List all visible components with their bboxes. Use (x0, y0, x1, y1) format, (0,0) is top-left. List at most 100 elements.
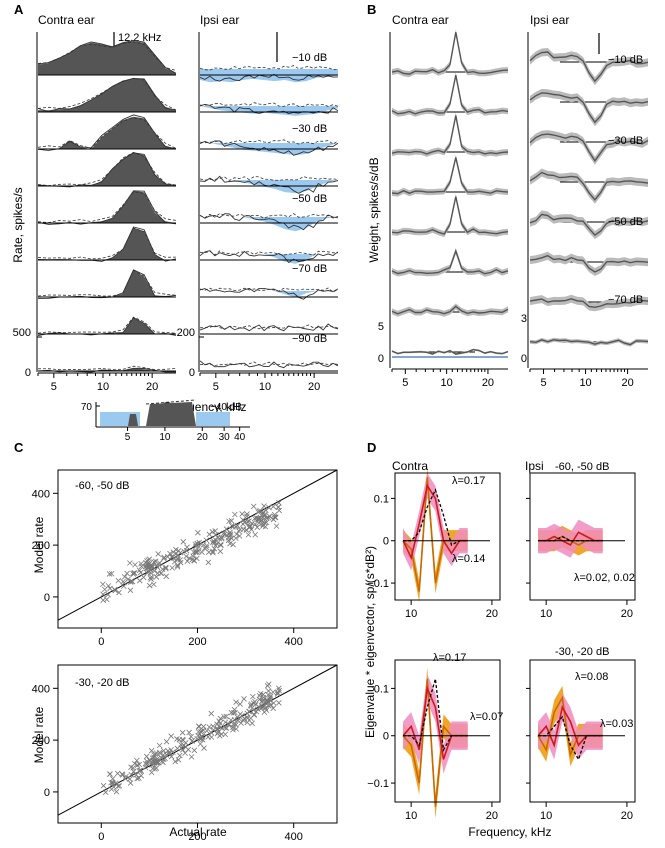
panel-d: 0.10−0.110 20 10 200.10−0.110 20 10 20 Contra … (363, 459, 636, 839)
panel-b-contra-row-3-line (391, 115, 509, 155)
panel-b-ipsi-row-2-line (529, 92, 649, 124)
panel-b-ipsi-rows (527, 32, 649, 368)
panel-a-contra-row-4-dashed-trace (37, 152, 177, 187)
panel-a-ipsi-title: Ipsi ear (200, 13, 239, 27)
panel-c-plot-1-point (124, 570, 130, 577)
panel-c-plot-2-point (153, 765, 160, 771)
panel-c-plot-2-point (174, 736, 180, 742)
panel-b-contra-row-6-line (391, 248, 509, 275)
panel-a-level-50: −50 dB (292, 193, 327, 205)
panel-c-plot-1-point (213, 537, 219, 544)
panel-c-plot-1-point (163, 573, 170, 580)
panel-a-contra-row-9-dashed-trace (37, 365, 177, 371)
panel-c-plot-1-point (156, 560, 163, 566)
panel-c-plot-2-point (179, 744, 186, 750)
panel-c-plot-1-point (192, 541, 199, 548)
panel-b-ipsi-row-2-band (530, 88, 648, 127)
panel-b-level-10: −10 dB (608, 54, 643, 66)
panel-a-ipsi-row-9-trace (199, 360, 339, 369)
panel-a-ipsi-row-7-trace (199, 287, 339, 300)
panel-c-plot-2-point (156, 742, 163, 749)
panel-c-plot-2-point (214, 727, 221, 733)
panel-c-plots: 0 0 200 200 400 400 0 0 200 200 400 400 (32, 469, 338, 843)
panel-c-plot-1-point (103, 596, 110, 603)
panel-c-plot-2-point (241, 696, 247, 702)
panel-c-plot-1-point (148, 567, 154, 573)
panel-a-ipsi-x-tick-label-10: 10 (259, 381, 271, 393)
panel-letter-c: C (14, 440, 24, 455)
panel-b-contra-row-8-line (391, 348, 509, 355)
panel-c-plot-2-point (249, 720, 255, 727)
panel-b-ipsi-x-tick-label-20: 20 (621, 377, 633, 389)
panel-c-plot-2-point (191, 747, 198, 754)
panel-c-plot-2-point (116, 783, 123, 789)
panel-c-plot-2-point (208, 710, 215, 717)
panel-c-plot-1-point (116, 589, 122, 596)
panel-a-contra-row-6-dashed-trace (37, 227, 177, 260)
panel-c-plot-2-point (168, 747, 174, 753)
panel-c-plot-1-point (107, 585, 113, 592)
panel-a-ipsi-scale-200: 200 (177, 327, 195, 339)
inset-y-tick: 70 (81, 402, 93, 413)
panel-b-ipsi-row-5-band (530, 210, 648, 240)
panel-c-plot-1-point (211, 545, 218, 552)
panel-c-plot-1-point (206, 531, 213, 538)
panel-a-ipsi-row-4-dashed-trace (199, 176, 339, 181)
panel-a-contra-row-5-area (38, 190, 176, 223)
panel-a-ipsi-row-8-trace (199, 323, 339, 332)
inset-dashed (145, 399, 197, 405)
panel-c-plot-2-point (200, 727, 207, 734)
panel-c-plot-2-point (218, 731, 225, 737)
panel-c-plot-1-point (105, 591, 111, 598)
panel-a-contra-row-1-trace (37, 39, 177, 74)
panel-c-plot-2-point (274, 691, 281, 697)
panel-c-plot-2-point (179, 729, 186, 736)
panel-a-contra-row-9-trace (37, 367, 176, 373)
panel-b-contra-row-7-line (391, 305, 509, 315)
panel-c-plot-1-point (170, 549, 177, 555)
panel-c-plot-1-point (249, 520, 255, 527)
panel-c-plot-1-ytick-label-0: 0 (44, 592, 50, 604)
panel-c-plot-1-point (163, 564, 169, 571)
panel-c-plot-1-point (261, 513, 268, 519)
panel-a-ipsi-row-1-trace (199, 73, 339, 82)
panel-d-plot-1-ytick-label-2: −0.1 (367, 578, 389, 590)
panel-a-contra-rows (36, 32, 177, 373)
panel-a-level-10: −10 dB (292, 52, 327, 64)
panel-c-plot-2-xtick-label-0: 0 (98, 831, 104, 843)
panel-d-lambda-1a: λ=0.17 (452, 475, 485, 487)
panel-c-plot-1-point (108, 570, 115, 577)
panel-c-plot-1-point (189, 556, 195, 563)
panel-d-plot-3-ytick-label-2: −0.1 (367, 778, 389, 790)
panel-b-ylabel: Weight, spikes/s/dB (367, 157, 381, 262)
panel-c-plot-1-ytick-label-400: 400 (32, 488, 50, 500)
panel-c-plot-1-point (270, 503, 277, 510)
panel-d-plot-2-frame (529, 472, 636, 601)
panel-c-plot-2-point (223, 713, 230, 720)
panel-c-plot-1-point (203, 537, 210, 544)
panel-c-plot-1-point (183, 553, 189, 560)
panel-a-contra-row-5-dashed-trace (37, 191, 177, 224)
panel-c-plot-2-point (250, 700, 257, 706)
panel-b-contra-row-4-line (391, 157, 509, 195)
panel-a-contra-scale-0: 0 (25, 367, 31, 379)
panel-c-plot-1-point (181, 548, 187, 555)
panel-c-plot-2-point (267, 695, 273, 702)
panel-c-plot-2-point (223, 725, 230, 731)
panel-d-lambda-3b: λ=0.07 (470, 711, 503, 723)
panel-b-ipsi-scale-3: 3 (521, 313, 527, 325)
panel-c-plot-1-point (225, 535, 232, 541)
panel-a-contra-title: Contra ear (38, 13, 95, 27)
panel-d-plot-3-ytick-label-0: 0.1 (374, 683, 389, 695)
panel-c-plot-2-point (115, 783, 121, 789)
panel-a-level-30: −30 dB (292, 123, 327, 135)
panel-c-plot-1-point (252, 531, 259, 538)
panel-c-plot-1-point (174, 562, 181, 568)
panel-c-plot-2-point (274, 689, 281, 696)
panel-c-plot-1-xtick-label-400: 400 (285, 636, 303, 648)
panel-c-plot-2-point (265, 692, 272, 698)
panel-c-plot-1-point (244, 518, 251, 525)
panel-d-ylabel: Eigenvalue * eigenvector, sp/(s*dB²) (363, 546, 377, 738)
panel-c-plot-2-point (237, 701, 243, 707)
panel-a-ipsi-row-8-dashed-trace (199, 324, 339, 330)
